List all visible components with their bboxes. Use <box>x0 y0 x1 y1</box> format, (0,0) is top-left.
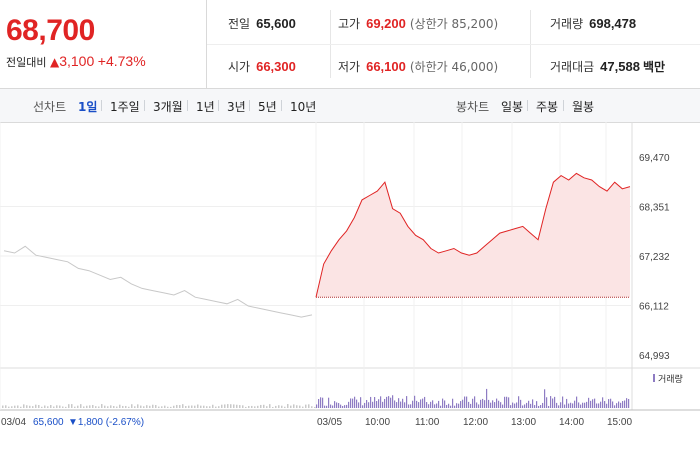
prev-day-price-line <box>3 245 313 318</box>
volume-bars <box>2 388 630 408</box>
x-tick-label: 14:00 <box>559 417 584 428</box>
volume: 거래량 698,478 <box>550 15 636 32</box>
low-label: 저가 <box>338 60 361 74</box>
change-amount: 3,100 <box>59 53 95 69</box>
line-chart-label: 선차트 <box>33 100 67 114</box>
trade-amount: 거래대금 47,588 백만 <box>550 58 665 75</box>
today-price-line <box>315 172 631 298</box>
today-price-area <box>316 173 630 298</box>
prev-day-close: 65,600 <box>33 417 64 428</box>
tab-monthly-candle[interactable]: 월봉 <box>572 100 595 114</box>
change-label: 전일대비 <box>6 56 47 69</box>
tab-5year[interactable]: 5년 <box>258 100 277 114</box>
x-tick-label: 13:00 <box>511 417 536 428</box>
y-tick-label: 64,993 <box>639 351 670 362</box>
tab-3month[interactable]: 3개월 <box>153 100 183 114</box>
trade-amount-value: 47,588 <box>600 59 640 74</box>
tab-1day[interactable]: 1일 <box>78 100 98 114</box>
tab-1week[interactable]: 1주일 <box>110 100 140 114</box>
x-tick-label: 03/04 <box>1 417 26 428</box>
y-tick-label: 69,470 <box>639 153 670 164</box>
volume-legend: 거래량 <box>658 373 683 384</box>
high-value: 69,200 <box>366 16 406 31</box>
tab-daily-candle[interactable]: 일봉 <box>501 100 524 114</box>
chart-tabs: 선차트 1일 1주일 3개월 1년 3년 5년 10년 봉차트 일봉 주봉 월봉 <box>0 89 700 123</box>
trade-amount-unit: 백만 <box>642 60 666 74</box>
tab-10year[interactable]: 10년 <box>290 100 317 114</box>
volume-legend-swatch <box>653 374 655 382</box>
tab-3year[interactable]: 3년 <box>227 100 246 114</box>
quote-summary: 68,700 전일대비 ▲3,100 +4.73% 전일 65,600 고가 69,… <box>0 0 700 89</box>
open-label: 시가 <box>228 60 251 74</box>
high-label: 고가 <box>338 17 361 31</box>
y-tick-label: 67,232 <box>639 252 670 263</box>
x-tick-label: 10:00 <box>365 417 390 428</box>
y-axis-ticks: 69,470 68,351 67,232 66,112 64,993 <box>639 153 670 362</box>
current-price: 68,700 <box>6 14 95 47</box>
x-tick-label: 11:00 <box>415 417 440 428</box>
prev-day-change: ▼1,800 (-2.67%) <box>68 417 144 428</box>
high: 고가 69,200 (상한가 85,200) <box>338 15 498 32</box>
prev-close-label: 전일 <box>228 17 251 31</box>
price-chart: 69,470 68,351 67,232 66,112 64,993 거래량 03/04… <box>0 122 700 428</box>
prev-close-value: 65,600 <box>256 16 296 31</box>
open-value: 66,300 <box>256 59 296 74</box>
change-percent: +4.73% <box>97 53 146 69</box>
x-tick-label: 15:00 <box>607 417 632 428</box>
volume-value: 698,478 <box>589 16 637 31</box>
low: 저가 66,100 (하한가 46,000) <box>338 58 498 75</box>
y-tick-label: 66,112 <box>639 302 669 313</box>
x-axis-ticks: 03/04 03/05 10:00 11:00 12:00 13:00 14:00 15:00 <box>1 417 632 428</box>
prev-close: 전일 65,600 <box>228 15 296 32</box>
candle-chart-label: 봉차트 <box>456 100 490 114</box>
low-value: 66,100 <box>366 59 406 74</box>
y-tick-label: 68,351 <box>639 203 670 214</box>
x-tick-label: 12:00 <box>463 417 488 428</box>
x-tick-label: 03/05 <box>317 417 342 428</box>
price-block: 68,700 전일대비 ▲3,100 +4.73% <box>0 0 207 88</box>
lower-limit: (하한가 46,000) <box>409 60 499 74</box>
tab-1year[interactable]: 1년 <box>196 100 215 114</box>
price-change: 전일대비 ▲3,100 +4.73% <box>6 53 146 70</box>
open: 시가 66,300 <box>228 58 296 75</box>
up-arrow-icon: ▲ <box>49 55 60 69</box>
upper-limit: (상한가 85,200) <box>409 17 499 31</box>
tab-weekly-candle[interactable]: 주봉 <box>536 100 559 114</box>
trade-amount-label: 거래대금 <box>550 60 595 74</box>
volume-label: 거래량 <box>550 17 584 31</box>
